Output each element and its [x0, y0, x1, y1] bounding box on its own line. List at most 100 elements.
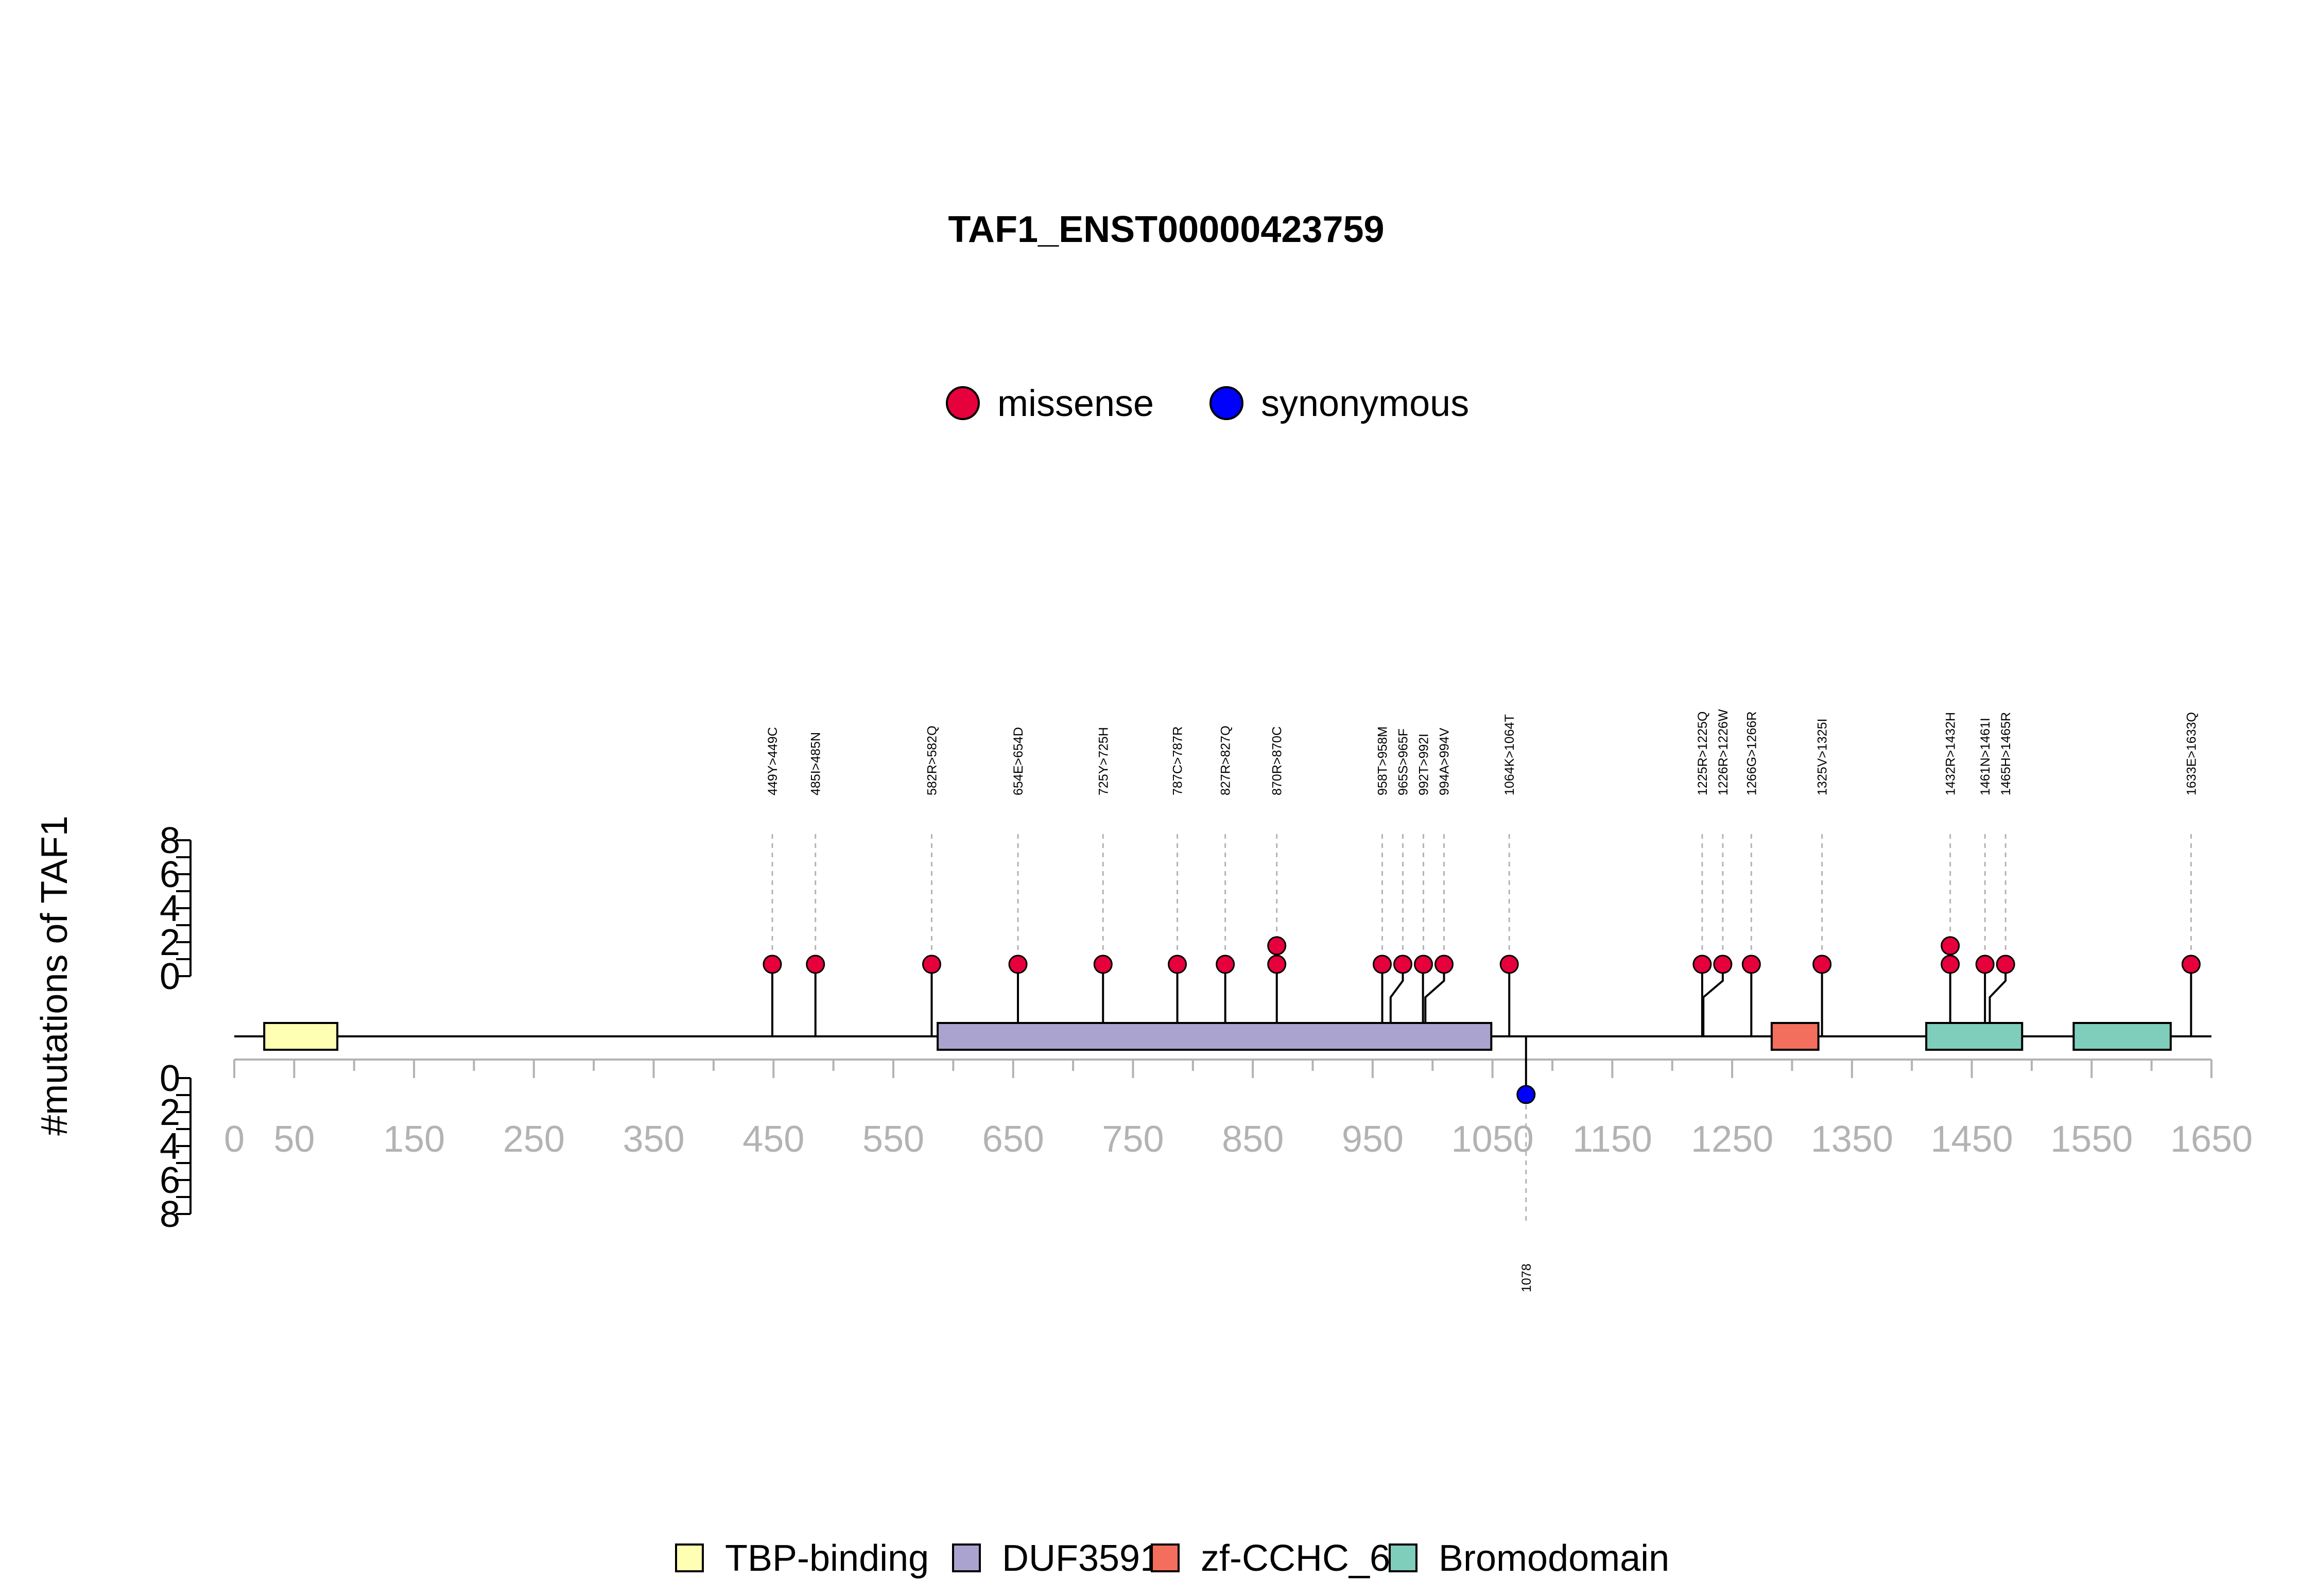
y-axis-label: #mutations of TAF1 [34, 816, 75, 1136]
mutation-label-870R>870C: 870R>870C [1270, 726, 1285, 795]
mutation-head-870R>870C [1267, 936, 1287, 956]
mutation-head-1225R>1225Q [1692, 955, 1712, 974]
mutation-label-994A>994V: 994A>994V [1438, 727, 1452, 795]
domain-legend-tbp-binding-label: TBP-binding [725, 1538, 929, 1579]
x-tick-label: 0 [224, 1119, 245, 1160]
mutation-label-1225R>1225Q: 1225R>1225Q [1696, 712, 1710, 795]
domain-legend-bromodomain-swatch [1389, 1543, 1417, 1572]
mutation-label-1432R>1432H: 1432R>1432H [1944, 712, 1958, 795]
mutation-head-654E>654D [1008, 955, 1028, 974]
mutation-label-449Y>449C: 449Y>449C [766, 727, 780, 795]
lollipop-stem [1702, 964, 1724, 1036]
domain-bromodomain [1925, 1022, 2024, 1051]
mutation-head-965S>965F [1393, 955, 1413, 974]
mutation-label-725Y>725H: 725Y>725H [1096, 727, 1111, 795]
x-axis: 0 50 150 250 350 450 550 650 750 850 950 1050 1150 12… [224, 1059, 2253, 1160]
mutation-label-827R>827Q: 827R>827Q [1219, 725, 1233, 795]
mutation-head-1461N>1461I [1975, 955, 1995, 974]
mutation-label-992T>992I: 992T>992I [1417, 734, 1431, 795]
mutation-label-958T>958M: 958T>958M [1376, 726, 1390, 795]
mutation-head-827R>827Q [1216, 955, 1235, 974]
mutation-label-1064K>1064T: 1064K>1064T [1502, 714, 1517, 795]
mutation-head-1226R>1226W [1713, 955, 1733, 974]
x-tick-label: 750 [1102, 1119, 1164, 1160]
domain-bromodomain [2072, 1022, 2172, 1051]
lower-y-tick-label: 8 [160, 1194, 180, 1235]
mutation-label-1465H>1465R: 1465H>1465R [1999, 712, 2013, 795]
domain-tbp-binding [263, 1022, 339, 1051]
domain-legend-zf-cchc-6-swatch [1151, 1543, 1180, 1572]
mutation-type-legend: missense synonymous [946, 383, 1469, 424]
lower-y-tick-label: 6 [160, 1160, 180, 1201]
domain-zf-cchc-6 [1770, 1022, 1820, 1051]
mutation-guide-lines [771, 834, 2192, 1225]
mutation-label-485I>485N: 485I>485N [809, 732, 823, 795]
lower-y-tick-label: 4 [160, 1126, 180, 1167]
x-tick-label: 1250 [1691, 1119, 1773, 1160]
x-tick-label: 1550 [2050, 1119, 2133, 1160]
domain-legend-bromodomain-label: Bromodomain [1439, 1538, 1669, 1579]
legend-missense-marker [946, 386, 980, 420]
mutation-label-1266G>1266R: 1266G>1266R [1744, 712, 1759, 795]
upper-y-tick-label: 8 [160, 820, 180, 861]
lower-y-tick-label: 0 [160, 1058, 180, 1099]
mutation-label-1461N>1461I: 1461N>1461I [1978, 718, 1993, 795]
domain-duf3591 [937, 1022, 1493, 1051]
mutation-label-1633E>1633Q: 1633E>1633Q [2184, 712, 2199, 795]
mutation-label-787C>787R: 787C>787R [1171, 726, 1185, 795]
mutation-head-1465H>1465R [1996, 955, 2015, 974]
mutation-head-1064K>1064T [1499, 955, 1519, 974]
x-tick-label: 350 [623, 1119, 684, 1160]
x-tick-label: 1450 [1930, 1119, 2013, 1160]
mutation-label-582R>582Q: 582R>582Q [925, 725, 939, 795]
lollipop-heads [763, 936, 2201, 1104]
x-tick-label: 950 [1342, 1119, 1404, 1160]
mutation-label-965S>965F: 965S>965F [1396, 728, 1411, 795]
x-tick-label: 150 [383, 1119, 445, 1160]
x-tick-label: 550 [862, 1119, 924, 1160]
legend-missense-label: missense [997, 383, 1154, 424]
mutation-labels: 449Y>449C 485I>485N 582R>582Q 654E>654D 725Y… [766, 709, 2199, 1292]
domain-legend-duf3591-swatch [952, 1543, 981, 1572]
x-tick-label: 1350 [1811, 1119, 1893, 1160]
domain-legend: TBP-binding DUF3591 zf-CCHC_6 Bromodomain [675, 1538, 1669, 1579]
chart-title: TAF1_ENST00000423759 [948, 209, 1384, 250]
mutation-head-1432R>1432H [1941, 936, 1960, 956]
upper-y-tick-label: 2 [160, 922, 180, 963]
protein-domains [263, 1022, 2172, 1051]
legend-synonymous-marker [1209, 386, 1243, 420]
x-tick-label: 1650 [2170, 1119, 2253, 1160]
mutation-head-1432R>1432H [1941, 955, 1960, 974]
mutation-head-485I>485N [806, 955, 825, 974]
x-tick-label: 1150 [1572, 1119, 1652, 1160]
upper-y-tick-label: 4 [160, 888, 180, 929]
upper-y-tick-label: 0 [160, 956, 180, 997]
x-tick-label: 50 [273, 1119, 315, 1160]
mutation-head-787C>787R [1168, 955, 1187, 974]
x-tick-label: 450 [742, 1119, 804, 1160]
upper-y-tick-label: 6 [160, 854, 180, 895]
x-tick-label: 650 [982, 1119, 1044, 1160]
mutation-head-582R>582Q [922, 955, 941, 974]
x-tick-label: 250 [503, 1119, 565, 1160]
mutation-head-1633E>1633Q [2181, 955, 2201, 974]
mutation-label-1226R>1226W: 1226R>1226W [1716, 709, 1731, 795]
domain-legend-duf3591-label: DUF3591 [1002, 1538, 1161, 1579]
x-tick-label: 1050 [1451, 1119, 1534, 1160]
mutation-label-lower-1078: 1078 [1519, 1263, 1534, 1292]
mutation-head-870R>870C [1267, 955, 1287, 974]
mutation-head-lower-1078 [1516, 1085, 1536, 1104]
mutation-label-1325V>1325I: 1325V>1325I [1815, 719, 1830, 795]
mutation-head-725Y>725H [1093, 955, 1113, 974]
mutation-head-958T>958M [1373, 955, 1392, 974]
legend-synonymous-label: synonymous [1261, 383, 1469, 424]
mutation-head-994A>994V [1434, 955, 1454, 974]
mutation-head-1325V>1325I [1812, 955, 1832, 974]
mutation-head-1266G>1266R [1741, 955, 1761, 974]
mutation-head-992T>992I [1414, 955, 1433, 974]
lower-y-tick-label: 2 [160, 1092, 180, 1133]
mutation-head-449Y>449C [763, 955, 782, 974]
domain-legend-zf-cchc-6-label: zf-CCHC_6 [1201, 1538, 1390, 1579]
